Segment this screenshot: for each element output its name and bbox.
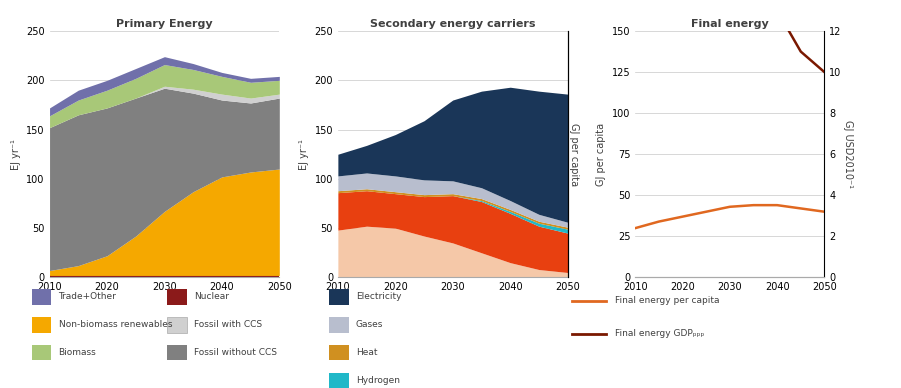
Text: Trade+Other: Trade+Other: [59, 292, 116, 301]
Text: Non-biomass renewables: Non-biomass renewables: [59, 320, 172, 329]
Text: Biomass: Biomass: [59, 348, 96, 357]
Title: Final energy: Final energy: [691, 19, 769, 29]
Text: Heat: Heat: [356, 348, 378, 357]
Text: Fossil without CCS: Fossil without CCS: [194, 348, 277, 357]
Y-axis label: EJ yr⁻¹: EJ yr⁻¹: [299, 139, 309, 170]
Text: Hydrogen: Hydrogen: [356, 376, 400, 385]
Y-axis label: GJ per capita: GJ per capita: [596, 123, 606, 186]
Text: Fossil with CCS: Fossil with CCS: [194, 320, 262, 329]
Text: Electricity: Electricity: [356, 292, 401, 301]
Title: Primary Energy: Primary Energy: [116, 19, 213, 29]
Text: Final energy per capita: Final energy per capita: [615, 296, 720, 305]
Text: Final energy GDPₚₚₚ: Final energy GDPₚₚₚ: [615, 329, 705, 338]
Title: Secondary energy carriers: Secondary energy carriers: [370, 19, 535, 29]
Text: Nuclear: Nuclear: [194, 292, 229, 301]
Y-axis label: GJ per capita: GJ per capita: [569, 123, 578, 186]
Y-axis label: GJ USD2010⁻¹: GJ USD2010⁻¹: [842, 120, 852, 188]
Y-axis label: EJ yr⁻¹: EJ yr⁻¹: [11, 139, 21, 170]
Text: Gases: Gases: [356, 320, 383, 329]
